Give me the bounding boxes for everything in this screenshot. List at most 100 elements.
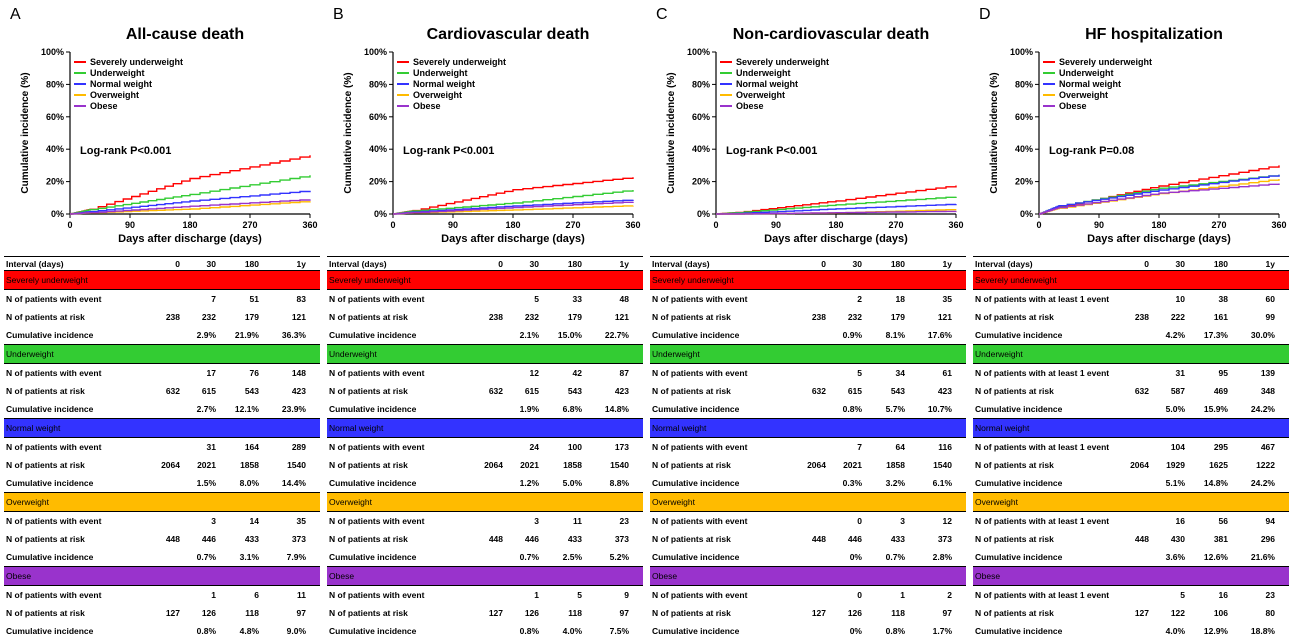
at-risk-row: N of patients at risk 127 126 118 97 bbox=[327, 604, 643, 622]
header-col: 0 bbox=[821, 259, 826, 269]
row-label: N of patients at risk bbox=[6, 312, 85, 322]
table-cell: 8.8% bbox=[609, 478, 629, 488]
table-cell: 8.1% bbox=[885, 330, 905, 340]
table-cell: 1929 bbox=[1166, 460, 1185, 470]
table-cell: 23.9% bbox=[281, 404, 306, 414]
x-tick-label: 90 bbox=[1094, 220, 1104, 230]
table-cell: 5.0% bbox=[1165, 404, 1185, 414]
legend-label: Overweight bbox=[736, 90, 785, 100]
table-cell: 31 bbox=[206, 442, 216, 452]
legend-label: Normal weight bbox=[90, 79, 152, 89]
table-cell: 80 bbox=[1265, 608, 1275, 618]
row-label: Cumulative incidence bbox=[975, 330, 1063, 340]
y-axis-label: Cumulative incidence (%) bbox=[20, 72, 31, 193]
table-cell: 1540 bbox=[610, 460, 629, 470]
x-tick-label: 360 bbox=[1271, 220, 1286, 230]
at-risk-row: N of patients at risk 238 232 179 121 bbox=[327, 308, 643, 326]
group-name: Obese bbox=[329, 571, 355, 581]
y-tick-label: 60% bbox=[46, 112, 64, 122]
y-tick-label: 60% bbox=[1015, 112, 1033, 122]
row-label: N of patients with at least 1 event bbox=[975, 516, 1110, 526]
table-cell: 23 bbox=[1265, 590, 1275, 600]
header-interval: Interval (days) bbox=[6, 259, 64, 269]
table-cell: 3.1% bbox=[239, 552, 259, 562]
table-cell: 21.6% bbox=[1250, 552, 1275, 562]
table-cell: 164 bbox=[244, 442, 259, 452]
group-name: Normal weight bbox=[975, 423, 1030, 433]
table-cell: 0.7% bbox=[196, 552, 216, 562]
at-risk-row: N of patients at risk 2064 2021 1858 1540 bbox=[327, 456, 643, 474]
table-cell: 373 bbox=[614, 534, 629, 544]
cumulative-row: Cumulative incidence 0% 0.7% 2.8% bbox=[650, 548, 966, 566]
table-cell: 1858 bbox=[563, 460, 582, 470]
table-cell: 295 bbox=[1213, 442, 1228, 452]
header-col: 180 bbox=[890, 259, 905, 269]
table-cell: 232 bbox=[524, 312, 539, 322]
table-cell: 17 bbox=[206, 368, 216, 378]
row-label: N of patients at risk bbox=[6, 386, 85, 396]
km-chart: 0% 20% 40% 60% 80% 100% 0 90 180 270 360 Days after… bbox=[343, 47, 641, 245]
table-cell: 615 bbox=[847, 386, 862, 396]
table-cell: 11 bbox=[297, 590, 306, 600]
cumulative-row: Cumulative incidence 0.7% 3.1% 7.9% bbox=[4, 548, 320, 566]
x-tick-label: 360 bbox=[302, 220, 317, 230]
events-row: N of patients with event 3 11 23 bbox=[327, 512, 643, 530]
row-label: Cumulative incidence bbox=[6, 404, 94, 414]
x-tick-label: 0 bbox=[67, 220, 72, 230]
legend-label: Normal weight bbox=[736, 79, 798, 89]
table-cell: 97 bbox=[619, 608, 629, 618]
table-cell: 3 bbox=[211, 516, 216, 526]
table-cell: 0.3% bbox=[842, 478, 862, 488]
table-cell: 238 bbox=[165, 312, 180, 322]
table-cell: 1540 bbox=[933, 460, 952, 470]
table-cell: 5.1% bbox=[1165, 478, 1185, 488]
group-name: Obese bbox=[6, 571, 32, 581]
row-label: Cumulative incidence bbox=[975, 626, 1063, 636]
x-tick-label: 180 bbox=[1151, 220, 1166, 230]
row-label: N of patients at risk bbox=[329, 460, 408, 470]
group-name: Overweight bbox=[975, 497, 1018, 507]
table-cell: 6 bbox=[254, 590, 259, 600]
header-col: 1y bbox=[619, 259, 629, 269]
y-tick-label: 100% bbox=[41, 47, 64, 57]
table-cell: 373 bbox=[937, 534, 952, 544]
row-label: N of patients at risk bbox=[329, 608, 408, 618]
table-cell: 9 bbox=[624, 590, 629, 600]
group-header: Underweight bbox=[4, 344, 320, 364]
logrank-annotation: Log-rank P<0.001 bbox=[726, 145, 817, 157]
group-name: Severely underweight bbox=[975, 275, 1057, 285]
table-cell: 238 bbox=[488, 312, 503, 322]
table-cell: 467 bbox=[1260, 442, 1275, 452]
events-row: N of patients with event 7 51 83 bbox=[4, 290, 320, 308]
row-label: N of patients with event bbox=[329, 516, 425, 526]
group-name: Overweight bbox=[329, 497, 372, 507]
table-cell: 4.0% bbox=[1165, 626, 1185, 636]
table-cell: 56 bbox=[1218, 516, 1228, 526]
x-tick-label: 180 bbox=[505, 220, 520, 230]
table-cell: 0 bbox=[857, 590, 862, 600]
x-tick-label: 270 bbox=[1211, 220, 1226, 230]
table-cell: 5 bbox=[577, 590, 582, 600]
y-tick-label: 100% bbox=[1010, 47, 1033, 57]
table-cell: 48 bbox=[619, 294, 629, 304]
x-axis-label: Days after discharge (days) bbox=[764, 233, 908, 245]
row-label: N of patients with event bbox=[6, 590, 102, 600]
table-cell: 5 bbox=[1180, 590, 1185, 600]
cumulative-row: Cumulative incidence 0.8% 4.0% 7.5% bbox=[327, 622, 643, 640]
table-cell: 24 bbox=[529, 442, 539, 452]
cumulative-row: Cumulative incidence 0.7% 2.5% 5.2% bbox=[327, 548, 643, 566]
table-cell: 14 bbox=[249, 516, 259, 526]
table-cell: 1540 bbox=[287, 460, 306, 470]
cumulative-row: Cumulative incidence 1.2% 5.0% 8.8% bbox=[327, 474, 643, 492]
group-name: Overweight bbox=[652, 497, 695, 507]
row-label: N of patients at risk bbox=[329, 534, 408, 544]
row-label: N of patients with event bbox=[329, 368, 425, 378]
table-cell: 238 bbox=[811, 312, 826, 322]
header-col: 1y bbox=[1265, 259, 1275, 269]
table-cell: 1222 bbox=[1256, 460, 1275, 470]
group-header: Underweight bbox=[650, 344, 966, 364]
row-label: Cumulative incidence bbox=[329, 404, 417, 414]
table-cell: 35 bbox=[942, 294, 952, 304]
row-label: N of patients at risk bbox=[975, 460, 1054, 470]
table-cell: 179 bbox=[567, 312, 582, 322]
